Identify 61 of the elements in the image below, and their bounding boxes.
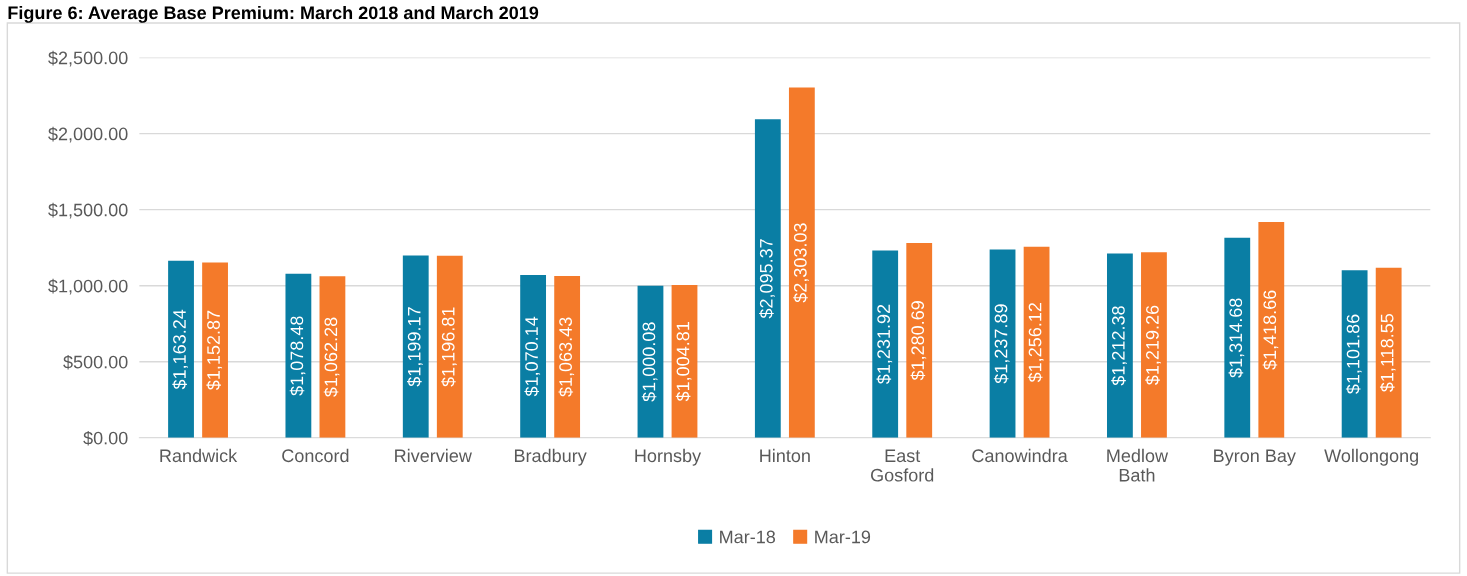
bar [989, 249, 1016, 438]
bar [1375, 267, 1402, 438]
bar [554, 276, 581, 438]
y-tick-label: $2,000.00 [48, 126, 128, 143]
x-tick-label: Hornsby [635, 448, 702, 466]
y-tick-label: $0.00 [83, 430, 128, 446]
x-tick-label: Wollongong [1324, 448, 1418, 466]
y-tick-label: $500.00 [63, 354, 128, 370]
data-label: $1,199.17 [407, 307, 423, 387]
data-label: $1,062.28 [323, 317, 340, 397]
bar [788, 87, 815, 438]
bar [1224, 237, 1251, 438]
x-tick-label: Byron Bay [1214, 449, 1296, 466]
legend-label: Mar-18 [720, 530, 776, 544]
data-label: $2,303.03 [793, 223, 809, 303]
x-tick-label: Canowindra [972, 448, 1068, 463]
legend-label: Mar-19 [815, 530, 871, 544]
data-label: $1,101.86 [1345, 314, 1362, 394]
x-tick-label: Medlow Bath [1107, 448, 1169, 482]
data-label: $1,212.38 [1111, 306, 1127, 386]
x-tick-label: Hinton [760, 448, 810, 463]
bar [168, 260, 194, 438]
data-label: $1,256.12 [1027, 303, 1044, 383]
bar [1141, 252, 1167, 438]
data-label: $1,231.92 [876, 304, 893, 385]
bar [285, 273, 312, 438]
bar [1107, 253, 1133, 438]
x-tick-label: Concord [282, 448, 349, 463]
x-tick-label: Bradbury [514, 448, 587, 466]
data-label: $1,118.55 [1379, 313, 1396, 393]
data-label: $1,078.48 [289, 316, 306, 396]
x-tick-label: Randwick [160, 448, 238, 463]
bar [202, 262, 228, 438]
data-label: $2,095.37 [759, 239, 775, 319]
bar [520, 275, 547, 438]
data-label: $1,000.08 [641, 322, 658, 402]
x-tick-label: East Gosford [871, 449, 934, 482]
bar [1341, 270, 1368, 438]
data-label: $1,418.66 [1262, 290, 1279, 370]
bar [402, 255, 429, 438]
bar [906, 243, 933, 438]
data-label: $1,163.24 [172, 309, 189, 390]
y-tick-label: $1,500.00 [48, 202, 128, 219]
data-label: $1,063.43 [558, 317, 575, 397]
chart-title: Figure 6: Average Base Premium: March 2018 and March 2019 [8, 5, 539, 23]
bar [1258, 222, 1285, 438]
bar [1023, 246, 1050, 438]
data-label: $1,219.26 [1145, 305, 1161, 386]
bar [872, 250, 899, 438]
bar [436, 255, 463, 438]
data-label: $1,280.69 [910, 301, 927, 381]
data-label: $1,237.89 [993, 304, 1010, 384]
data-label: $1,314.68 [1228, 298, 1245, 378]
data-label: $1,196.81 [441, 307, 457, 387]
data-label: $1,070.14 [524, 316, 541, 397]
x-tick-label: Riverview [395, 448, 472, 463]
y-tick-label: $2,500.00 [48, 50, 128, 67]
bar [754, 119, 781, 438]
data-label: $1,004.81 [675, 322, 692, 402]
data-label: $1,152.87 [206, 310, 223, 391]
y-tick-label: $1,000.00 [48, 278, 128, 295]
